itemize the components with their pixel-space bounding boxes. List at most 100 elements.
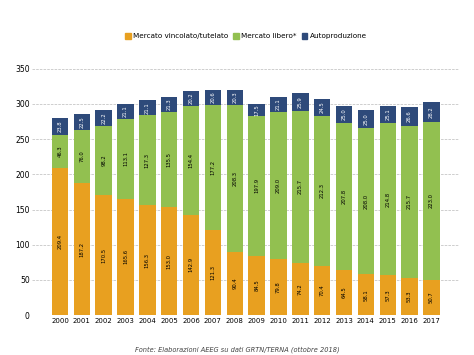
Text: 25.0: 25.0 — [342, 109, 346, 120]
Bar — [205, 230, 221, 315]
Bar — [358, 110, 374, 128]
Text: 26.6: 26.6 — [407, 110, 412, 122]
Text: 58.1: 58.1 — [364, 289, 368, 301]
Text: 215.7: 215.7 — [298, 179, 303, 195]
Bar — [248, 104, 265, 116]
Text: 156.3: 156.3 — [145, 253, 150, 268]
Bar — [95, 110, 112, 126]
Text: 153.0: 153.0 — [167, 254, 172, 269]
Bar — [205, 90, 221, 105]
Bar — [95, 195, 112, 315]
Bar — [248, 256, 265, 315]
Bar — [336, 106, 352, 123]
Bar — [205, 105, 221, 230]
Text: 50.7: 50.7 — [429, 291, 434, 303]
Bar — [227, 91, 243, 105]
Text: 208.3: 208.3 — [232, 171, 237, 186]
Text: 25.1: 25.1 — [385, 109, 390, 120]
Bar — [380, 124, 396, 275]
Bar — [423, 122, 439, 279]
Text: 64.5: 64.5 — [342, 286, 346, 299]
Text: 84.5: 84.5 — [254, 280, 259, 291]
Text: 212.3: 212.3 — [319, 183, 325, 198]
Bar — [73, 183, 90, 315]
Bar — [292, 111, 309, 263]
Bar — [380, 106, 396, 124]
Bar — [358, 128, 374, 274]
Bar — [270, 97, 287, 112]
Text: 21.1: 21.1 — [276, 98, 281, 110]
Text: 76.0: 76.0 — [79, 151, 84, 162]
Bar — [227, 105, 243, 252]
Bar — [118, 198, 134, 315]
Bar — [314, 116, 330, 266]
Text: 209.0: 209.0 — [276, 178, 281, 193]
Text: 90.4: 90.4 — [232, 278, 237, 289]
Bar — [139, 205, 155, 315]
Text: 21.1: 21.1 — [123, 105, 128, 117]
Text: Fonte: Elaborazioni AEEG su dati GRTN/TERNA (ottobre 2018): Fonte: Elaborazioni AEEG su dati GRTN/TE… — [135, 346, 339, 353]
Bar — [314, 266, 330, 315]
Text: 135.5: 135.5 — [167, 152, 172, 167]
Bar — [139, 115, 155, 205]
Text: 197.9: 197.9 — [254, 178, 259, 193]
Bar — [73, 130, 90, 183]
Text: 24.5: 24.5 — [319, 102, 325, 113]
Text: 70.4: 70.4 — [319, 285, 325, 296]
Text: 177.2: 177.2 — [210, 160, 215, 175]
Bar — [183, 214, 199, 315]
Text: 53.3: 53.3 — [407, 291, 412, 302]
Bar — [380, 275, 396, 315]
Text: 28.2: 28.2 — [429, 106, 434, 118]
Bar — [161, 97, 177, 112]
Text: 20.2: 20.2 — [189, 93, 193, 104]
Text: 207.8: 207.8 — [342, 189, 346, 204]
Text: 98.2: 98.2 — [101, 154, 106, 166]
Text: 79.8: 79.8 — [276, 281, 281, 293]
Bar — [52, 135, 68, 168]
Text: 121.3: 121.3 — [210, 265, 215, 280]
Bar — [52, 118, 68, 135]
Text: 20.3: 20.3 — [232, 92, 237, 103]
Bar — [183, 106, 199, 214]
Bar — [270, 259, 287, 315]
Text: 22.5: 22.5 — [79, 116, 84, 128]
Text: 209.4: 209.4 — [57, 234, 63, 249]
Text: 127.3: 127.3 — [145, 153, 150, 168]
Bar — [161, 207, 177, 315]
Text: 25.9: 25.9 — [298, 96, 303, 108]
Bar — [139, 100, 155, 115]
Bar — [183, 92, 199, 106]
Bar — [336, 123, 352, 270]
Bar — [161, 112, 177, 207]
Bar — [423, 279, 439, 315]
Bar — [314, 99, 330, 116]
Text: 22.2: 22.2 — [101, 112, 106, 124]
Bar — [401, 107, 418, 126]
Bar — [95, 126, 112, 195]
Text: 215.7: 215.7 — [407, 194, 412, 209]
Bar — [270, 112, 287, 259]
Bar — [227, 252, 243, 315]
Text: 21.3: 21.3 — [167, 99, 172, 110]
Bar — [401, 278, 418, 315]
Bar — [292, 263, 309, 315]
Text: 154.4: 154.4 — [189, 153, 193, 168]
Text: 20.6: 20.6 — [210, 92, 215, 103]
Bar — [423, 102, 439, 122]
Bar — [336, 270, 352, 315]
Bar — [292, 93, 309, 111]
Text: 142.9: 142.9 — [189, 257, 193, 272]
Text: 25.0: 25.0 — [364, 113, 368, 125]
Bar — [52, 168, 68, 315]
Text: 21.1: 21.1 — [145, 102, 150, 114]
Text: 74.2: 74.2 — [298, 283, 303, 295]
Text: 23.8: 23.8 — [57, 121, 63, 132]
Bar — [118, 119, 134, 198]
Text: 187.2: 187.2 — [79, 242, 84, 257]
Text: 17.5: 17.5 — [254, 104, 259, 116]
Bar — [118, 104, 134, 119]
Bar — [358, 274, 374, 315]
Text: 214.8: 214.8 — [385, 192, 390, 207]
Text: 223.0: 223.0 — [429, 193, 434, 208]
